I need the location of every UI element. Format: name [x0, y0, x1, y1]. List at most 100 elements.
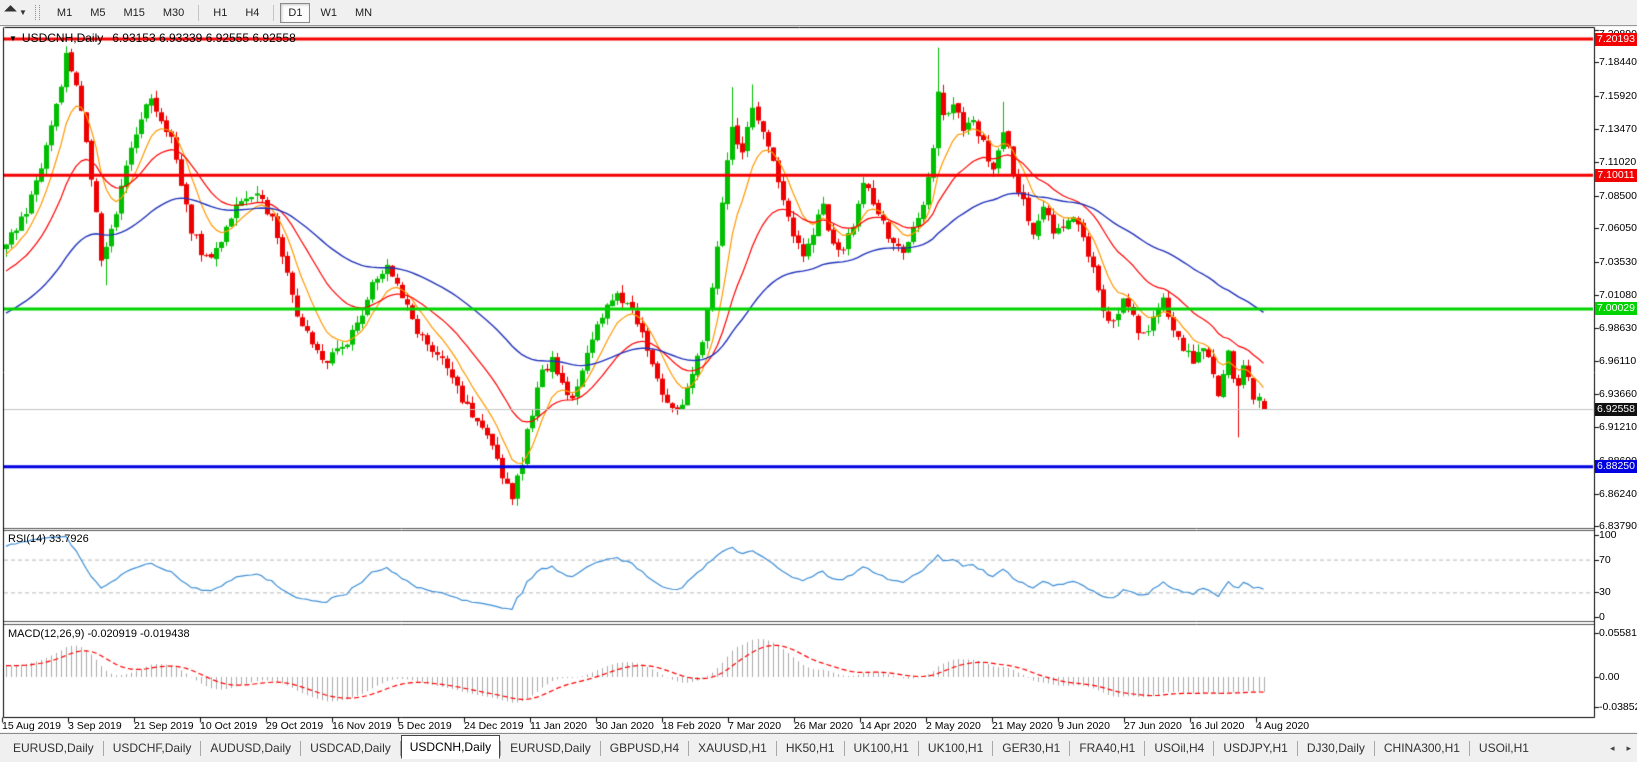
chart-tab-china300-h1[interactable]: CHINA300,H1 — [1383, 741, 1460, 755]
chart-tab-gbpusd-h4[interactable]: GBPUSD,H4 — [609, 741, 680, 755]
rsi-axis-label: 70 — [1599, 553, 1611, 566]
price-axis-label: 7.06050 — [1599, 222, 1637, 235]
price-axis-label: 6.98630 — [1599, 321, 1637, 334]
rsi-label: RSI(14) 33.7926 — [8, 533, 89, 545]
tab-separator — [599, 740, 601, 756]
tab-separator — [1213, 740, 1215, 756]
chart-tabs: EURUSD,Daily USDCHF,Daily AUDUSD,Daily USDC… — [4, 735, 1538, 760]
chart-tab-uk100-h1[interactable]: UK100,H1 — [927, 741, 984, 755]
tab-separator — [399, 740, 401, 756]
tab-separator — [775, 740, 777, 756]
date-axis-label: 16 Nov 2019 — [332, 720, 392, 732]
timeframe-button-m5[interactable]: M5 — [90, 6, 106, 19]
tab-separator — [500, 740, 502, 756]
date-axis-label: 10 Oct 2019 — [200, 720, 258, 732]
chart-tab-usdcnh-daily[interactable]: USDCNH,Daily — [400, 735, 501, 759]
price-line-label: 6.88250 — [1595, 460, 1637, 474]
price-line-label: 7.20193 — [1595, 32, 1637, 46]
tab-separator — [992, 740, 994, 756]
rsi-value: 33.7926 — [48, 533, 89, 545]
date-axis-label: 21 Sep 2019 — [134, 720, 194, 732]
date-axis-label: 4 Aug 2020 — [1256, 720, 1310, 732]
timeframe-button-h1[interactable]: H1 — [213, 6, 228, 19]
tab-separator — [1144, 740, 1146, 756]
price-axis-label: 6.86240 — [1599, 487, 1637, 500]
ohlc-quote: 6.93153 6.93339 6.92555 6.92558 — [112, 31, 296, 45]
price-axis-label: 6.93660 — [1599, 388, 1637, 401]
price-axis-label: 7.01080 — [1599, 288, 1637, 301]
chart-tab-uk100-h1[interactable]: UK100,H1 — [853, 741, 909, 755]
date-axis-label: 27 Jun 2020 — [1124, 720, 1182, 732]
macd-label: MACD(12,26,9) -0.020919 -0.019438 — [8, 628, 190, 640]
price-axis-label: 7.18440 — [1599, 56, 1637, 69]
chart-tab-hk50-h1[interactable]: HK50,H1 — [785, 741, 835, 755]
price-axis-label: 7.13470 — [1599, 123, 1637, 136]
chart-tab-dj30-daily[interactable]: DJ30,Daily — [1306, 741, 1365, 755]
rsi-axis-label: 0 — [1599, 611, 1605, 623]
price-line-label: 7.10011 — [1595, 168, 1637, 182]
chart-tab-usdcad-daily[interactable]: USDCAD,Daily — [310, 741, 391, 755]
chart-tab-usdchf-daily[interactable]: USDCHF,Daily — [112, 741, 192, 755]
price-axis-label: 7.08500 — [1599, 189, 1637, 202]
chart-tab-xauusd-h1[interactable]: XAUUSD,H1 — [698, 741, 767, 755]
tab-separator — [102, 740, 104, 756]
chart-tab-usoil-h1[interactable]: USOil,H1 — [1478, 741, 1529, 755]
date-axis-label: 30 Jan 2020 — [596, 720, 654, 732]
chart-tab-eurusd-daily[interactable]: EURUSD,Daily — [510, 741, 591, 755]
tab-scroll-right-icon[interactable]: ▸ — [1626, 742, 1631, 753]
rsi-axis-label: 100 — [1599, 529, 1617, 541]
timeframe-buttons: M1 M5 M15 M30 H1 H4 D1 W1 MN — [48, 2, 381, 23]
date-axis-label: 3 Sep 2019 — [68, 720, 122, 732]
chart-tab-ger30-h1[interactable]: GER30,H1 — [1002, 741, 1061, 755]
tab-scroll-arrows: ◂ ▸ — [1610, 743, 1631, 754]
date-axis-label: 11 Jan 2020 — [530, 720, 588, 732]
tab-separator — [1373, 740, 1375, 756]
chart-tab-eurusd-daily[interactable]: EURUSD,Daily — [13, 741, 94, 755]
chart-collapse-icon[interactable]: ▼ — [9, 34, 17, 43]
tab-separator — [1468, 740, 1470, 756]
date-axis-label: 14 Apr 2020 — [860, 720, 917, 732]
toolbar: ▼ M1 M5 M15 M30 H1 H4 D1 W1 MN — [0, 0, 1637, 26]
price-axis-label: 7.15920 — [1599, 90, 1637, 103]
timeframe-button-m1[interactable]: M1 — [56, 6, 73, 19]
timeframe-button-m15[interactable]: M15 — [123, 6, 145, 19]
tab-separator — [1069, 740, 1071, 756]
price-axis-label: 6.91210 — [1599, 421, 1637, 434]
chart-tab-usoil-h4[interactable]: USOil,H4 — [1154, 741, 1205, 755]
macd-axis-label: 0.05581 — [1599, 627, 1637, 640]
tab-scroll-left-icon[interactable]: ◂ — [1609, 742, 1615, 753]
tab-separator — [1296, 740, 1298, 756]
tab-separator — [688, 740, 690, 756]
timeframe-button-d1[interactable]: D1 — [280, 2, 311, 23]
timeframe-button-mn[interactable]: MN — [354, 6, 373, 19]
chart-tab-usdjpy-h1[interactable]: USDJPY,H1 — [1223, 741, 1288, 755]
chart-tab-audusd-daily[interactable]: AUDUSD,Daily — [210, 741, 292, 755]
timeframe-button-m30[interactable]: M30 — [162, 6, 185, 19]
date-axis-label: 9 Jun 2020 — [1058, 720, 1110, 732]
price-axis-label: 7.11020 — [1599, 155, 1637, 168]
tab-separator — [200, 740, 202, 756]
cursor-tool-dropdown-icon[interactable]: ▼ — [19, 8, 27, 17]
chart-tab-fra40-h1[interactable]: FRA40,H1 — [1079, 741, 1136, 755]
date-axis-label: 24 Dec 2019 — [464, 720, 524, 732]
tab-separator — [917, 740, 919, 756]
chart-tab-bar: EURUSD,Daily USDCHF,Daily AUDUSD,Daily USDC… — [0, 733, 1637, 762]
date-axis-label: 18 Feb 2020 — [662, 720, 721, 732]
rsi-axis-label: 30 — [1599, 586, 1611, 599]
macd-axis-label: -0.038524 — [1599, 701, 1637, 714]
toolbar-separator — [198, 4, 200, 21]
date-axis-label: 7 Mar 2020 — [728, 720, 782, 732]
date-axis-label: 2 May 2020 — [926, 720, 981, 732]
current-price-label: 6.92558 — [1595, 402, 1637, 416]
toolbar-separator — [273, 4, 275, 21]
cursor-tool-icon[interactable] — [5, 6, 18, 19]
date-axis-label: 29 Oct 2019 — [266, 720, 324, 732]
chart-title: ▼ USDCNH,Daily 6.93153 6.93339 6.92555 6.9… — [9, 31, 296, 45]
date-axis-label: 21 May 2020 — [992, 720, 1053, 732]
symbol-name: USDCNH,Daily — [21, 31, 104, 45]
date-axis-label: 16 Jul 2020 — [1190, 720, 1245, 732]
timeframe-button-h4[interactable]: H4 — [245, 6, 260, 19]
timeframe-button-w1[interactable]: W1 — [320, 6, 337, 19]
date-axis-label: 5 Dec 2019 — [398, 720, 452, 732]
